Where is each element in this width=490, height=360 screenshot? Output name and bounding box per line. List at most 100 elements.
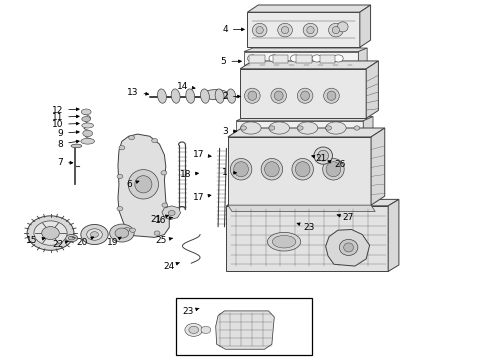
Circle shape bbox=[333, 55, 343, 62]
Ellipse shape bbox=[215, 89, 224, 103]
Text: 23: 23 bbox=[297, 223, 315, 232]
Ellipse shape bbox=[66, 234, 77, 242]
Polygon shape bbox=[360, 5, 370, 47]
Ellipse shape bbox=[200, 89, 209, 103]
Polygon shape bbox=[236, 121, 363, 135]
Ellipse shape bbox=[128, 170, 159, 199]
Text: 1: 1 bbox=[222, 168, 237, 177]
Circle shape bbox=[247, 55, 257, 62]
Circle shape bbox=[34, 221, 67, 245]
Text: 12: 12 bbox=[52, 105, 79, 114]
Circle shape bbox=[201, 326, 211, 333]
Circle shape bbox=[91, 231, 98, 237]
Ellipse shape bbox=[307, 27, 314, 34]
Text: 4: 4 bbox=[222, 25, 245, 34]
Text: 3: 3 bbox=[222, 127, 237, 136]
Bar bbox=[320, 55, 335, 63]
Text: 21: 21 bbox=[312, 154, 327, 163]
Text: 13: 13 bbox=[127, 87, 148, 96]
Circle shape bbox=[81, 225, 108, 244]
Ellipse shape bbox=[318, 150, 329, 161]
Polygon shape bbox=[240, 69, 366, 118]
Polygon shape bbox=[240, 61, 378, 69]
Ellipse shape bbox=[281, 27, 289, 34]
Ellipse shape bbox=[135, 176, 152, 193]
Circle shape bbox=[161, 171, 167, 175]
Polygon shape bbox=[363, 117, 373, 135]
Ellipse shape bbox=[241, 122, 261, 134]
Ellipse shape bbox=[252, 23, 267, 37]
Ellipse shape bbox=[337, 22, 348, 32]
Ellipse shape bbox=[272, 235, 296, 248]
Circle shape bbox=[269, 55, 279, 62]
Ellipse shape bbox=[82, 117, 91, 122]
Text: 11: 11 bbox=[52, 113, 79, 122]
Ellipse shape bbox=[295, 162, 310, 177]
Text: 8: 8 bbox=[57, 140, 79, 149]
Ellipse shape bbox=[332, 27, 340, 34]
Circle shape bbox=[189, 326, 198, 333]
Polygon shape bbox=[228, 205, 375, 212]
Ellipse shape bbox=[326, 122, 346, 134]
Circle shape bbox=[312, 55, 322, 62]
Text: 15: 15 bbox=[26, 237, 45, 246]
Polygon shape bbox=[216, 311, 274, 349]
Ellipse shape bbox=[157, 89, 167, 103]
Ellipse shape bbox=[186, 89, 195, 103]
Circle shape bbox=[269, 126, 275, 130]
Bar bbox=[249, 55, 265, 63]
Ellipse shape bbox=[324, 88, 339, 103]
Polygon shape bbox=[366, 61, 378, 118]
Polygon shape bbox=[247, 12, 360, 47]
Ellipse shape bbox=[171, 89, 180, 103]
Text: 22: 22 bbox=[52, 240, 69, 249]
Circle shape bbox=[297, 126, 303, 130]
Ellipse shape bbox=[292, 158, 314, 180]
Circle shape bbox=[130, 228, 136, 232]
Circle shape bbox=[185, 323, 202, 336]
Ellipse shape bbox=[248, 91, 257, 100]
Ellipse shape bbox=[82, 123, 94, 128]
Circle shape bbox=[154, 231, 160, 235]
Ellipse shape bbox=[234, 162, 248, 177]
Ellipse shape bbox=[69, 236, 74, 240]
Text: 17: 17 bbox=[194, 193, 211, 202]
Ellipse shape bbox=[278, 23, 293, 37]
Circle shape bbox=[354, 126, 360, 130]
Polygon shape bbox=[162, 206, 180, 220]
Polygon shape bbox=[228, 137, 371, 205]
Ellipse shape bbox=[303, 23, 318, 37]
Text: 26: 26 bbox=[328, 161, 345, 170]
Text: 21: 21 bbox=[150, 215, 169, 224]
Polygon shape bbox=[326, 229, 369, 266]
Ellipse shape bbox=[301, 91, 310, 100]
Ellipse shape bbox=[314, 147, 332, 164]
Text: 14: 14 bbox=[177, 82, 195, 91]
Ellipse shape bbox=[269, 122, 290, 134]
Text: 7: 7 bbox=[57, 158, 73, 167]
Ellipse shape bbox=[339, 239, 358, 256]
Bar bbox=[273, 55, 289, 63]
Ellipse shape bbox=[274, 91, 283, 100]
Circle shape bbox=[42, 226, 59, 239]
Ellipse shape bbox=[245, 88, 260, 103]
Text: 27: 27 bbox=[337, 213, 354, 222]
Ellipse shape bbox=[261, 158, 283, 180]
Ellipse shape bbox=[202, 90, 229, 100]
Circle shape bbox=[129, 135, 135, 140]
Ellipse shape bbox=[268, 232, 301, 251]
Circle shape bbox=[115, 228, 129, 238]
Text: 23: 23 bbox=[182, 307, 199, 316]
Circle shape bbox=[152, 138, 158, 143]
Polygon shape bbox=[388, 199, 399, 271]
Text: 19: 19 bbox=[106, 237, 121, 247]
Text: 18: 18 bbox=[180, 170, 198, 179]
Polygon shape bbox=[358, 48, 367, 65]
Ellipse shape bbox=[297, 122, 318, 134]
Circle shape bbox=[326, 126, 331, 130]
Ellipse shape bbox=[265, 162, 279, 177]
Circle shape bbox=[162, 203, 168, 207]
Ellipse shape bbox=[71, 144, 82, 148]
Circle shape bbox=[119, 145, 125, 150]
Text: 25: 25 bbox=[155, 237, 172, 246]
